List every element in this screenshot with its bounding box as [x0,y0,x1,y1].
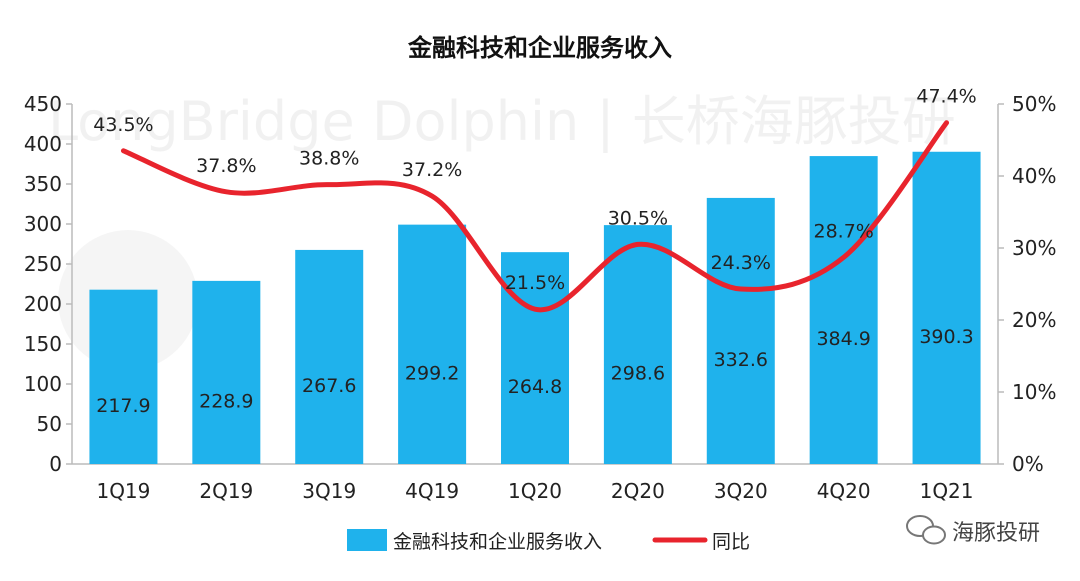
revenue-bar-label: 299.2 [405,362,459,384]
revenue-bar-labels: 217.9 228.9 267.6 299.2 264.8 298.6 332.6 384.9… [96,326,974,417]
revenue-bars [89,151,981,465]
left-tick-label: 200 [24,292,62,316]
yoy-point-label: 38.8% [299,148,359,170]
wechat-badge: 海豚投研 [906,515,1040,546]
right-tick-label: 0% [1012,452,1044,476]
left-tick-label: 450 [24,92,62,116]
right-axis-ticks: 0% 10% 20% 30% 40% 50% [998,92,1056,476]
yoy-line [120,120,950,313]
yoy-point-label: 21.5% [505,272,565,294]
x-tick-label: 1Q20 [508,479,562,503]
x-tick-label: 4Q20 [817,479,871,503]
yoy-point-label: 30.5% [608,207,668,229]
left-tick-label: 0 [49,452,62,476]
x-axis-ticks: 1Q19 2Q19 3Q19 4Q19 1Q20 2Q20 3Q20 4Q20 1Q21 [96,479,973,503]
revenue-bar [501,252,569,464]
revenue-bar [809,156,878,464]
left-tick-label: 250 [24,252,62,276]
x-tick-label: 4Q19 [405,479,459,503]
revenue-bar-label: 228.9 [199,390,253,412]
x-tick-label: 1Q21 [920,479,974,503]
left-tick-label: 150 [24,332,62,356]
yoy-point-label: 37.8% [196,155,256,177]
x-tick-label: 1Q19 [96,479,150,503]
yoy-point-label: 37.2% [402,159,462,181]
revenue-bar [192,280,261,464]
x-tick-label: 3Q19 [302,479,356,503]
revenue-bar [398,224,467,464]
right-tick-label: 40% [1012,164,1056,188]
x-tick-label: 2Q20 [611,479,665,503]
yoy-point-label: 28.7% [813,220,873,242]
right-tick-label: 10% [1012,380,1056,404]
revenue-bar-label: 390.3 [919,326,973,348]
yoy-point-label: 47.4% [916,86,976,108]
yoy-point-label: 43.5% [93,114,153,136]
yoy-point-label: 24.3% [711,252,771,274]
yoy-line-labels: 43.5% 37.8% 38.8% 37.2% 21.5% 30.5% 24.3% 28.7%… [93,86,976,294]
wechat-icon [906,515,946,545]
revenue-bar [295,249,364,464]
chart-title: 金融科技和企业服务收入 [407,34,672,62]
legend-bar-swatch [347,529,387,551]
revenue-bar [912,151,981,464]
right-tick-label: 20% [1012,308,1056,332]
revenue-bar-label: 217.9 [96,395,150,417]
watermark-text: LongBridge Dolphin | 长桥海豚投研 [48,90,956,153]
legend: 金融科技和企业服务收入 同比 [347,529,750,553]
revenue-bar-label: 298.6 [611,363,665,385]
right-y-axis: 0% 10% 20% 30% 40% 50% [997,92,1056,476]
revenue-bar [89,289,158,464]
right-tick-label: 30% [1012,236,1056,260]
revenue-bar-label: 332.6 [714,349,768,371]
x-axis: 1Q19 2Q19 3Q19 4Q19 1Q20 2Q20 3Q20 4Q20 1Q21 [72,463,998,503]
revenue-bar-label: 384.9 [816,328,870,350]
legend-line-label: 同比 [712,531,750,553]
left-tick-label: 300 [24,212,62,236]
revenue-bar [706,197,775,465]
x-tick-label: 2Q19 [199,479,253,503]
x-tick-label: 3Q20 [714,479,768,503]
left-tick-label: 350 [24,172,62,196]
revenue-bar-label: 264.8 [508,376,562,398]
right-tick-label: 50% [1012,92,1056,116]
wechat-badge-text: 海豚投研 [952,521,1040,546]
revenue-bar-label: 267.6 [302,375,356,397]
revenue-bar [603,225,672,464]
left-tick-label: 100 [24,372,62,396]
left-tick-label: 400 [24,132,62,156]
left-tick-label: 50 [37,412,62,436]
left-y-axis: 0 50 100 150 200 250 300 350 400 450 [24,92,73,476]
legend-bar-label: 金融科技和企业服务收入 [393,531,602,553]
left-axis-ticks: 0 50 100 150 200 250 300 350 400 450 [24,92,72,476]
